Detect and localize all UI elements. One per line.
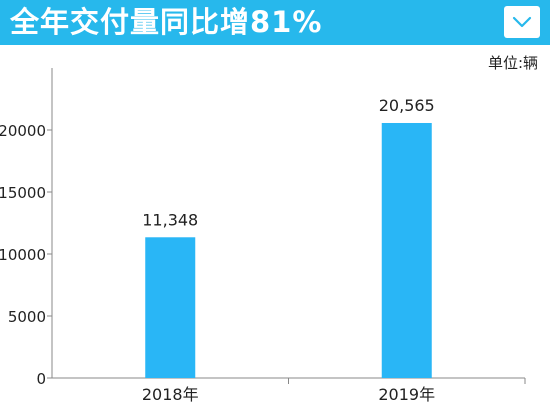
unit-label: 单位:辆 bbox=[487, 54, 538, 72]
y-tick-label: 20000 bbox=[0, 122, 46, 140]
y-tick-label: 15000 bbox=[0, 184, 46, 202]
bar bbox=[145, 237, 196, 378]
dropdown-button[interactable] bbox=[504, 6, 540, 38]
data-label: 20,565 bbox=[379, 96, 435, 115]
x-tick-label: 2018年 bbox=[142, 385, 199, 404]
y-tick-label: 0 bbox=[36, 370, 46, 388]
header-bar: 全年交付量同比增81% bbox=[0, 0, 550, 45]
bar bbox=[381, 122, 432, 378]
page-title: 全年交付量同比增81% bbox=[10, 5, 323, 39]
chevron-down-icon bbox=[512, 16, 532, 28]
y-tick-label: 10000 bbox=[0, 246, 46, 264]
y-tick-label: 5000 bbox=[8, 308, 46, 326]
data-label: 11,348 bbox=[142, 210, 198, 229]
x-tick-label: 2019年 bbox=[378, 385, 435, 404]
